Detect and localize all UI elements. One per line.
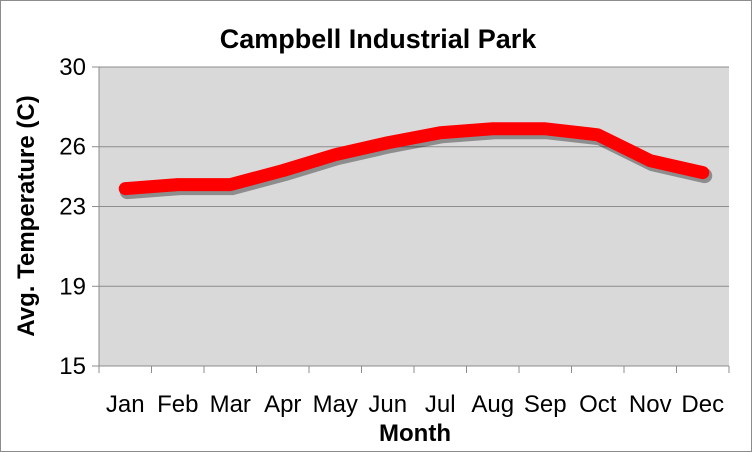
series-line bbox=[118, 122, 710, 196]
x-tick-label: Nov bbox=[629, 391, 672, 418]
y-tick-label: 19 bbox=[59, 273, 86, 300]
x-tick-label: Jan bbox=[106, 391, 145, 418]
plot-area bbox=[99, 67, 729, 366]
x-tick-label: Mar bbox=[210, 391, 251, 418]
x-tick-label: Dec bbox=[681, 391, 724, 418]
x-tick-label: Sep bbox=[524, 391, 567, 418]
x-tick-label: Apr bbox=[264, 391, 301, 418]
y-tick-label: 30 bbox=[59, 54, 86, 81]
y-tick-label: 15 bbox=[59, 353, 86, 380]
chart-title: Campbell Industrial Park bbox=[220, 24, 538, 54]
y-axis-label: Avg. Temperature (C) bbox=[13, 95, 40, 336]
x-tick-label: Feb bbox=[157, 391, 198, 418]
y-tick-label: 23 bbox=[59, 194, 86, 221]
x-tick-label: Jul bbox=[425, 391, 456, 418]
x-tick-label: May bbox=[313, 391, 358, 418]
x-axis-label: Month bbox=[379, 420, 451, 447]
x-tick-label: Aug bbox=[471, 391, 514, 418]
tick-labels: 15 19 23 26 30 Jan Feb Mar Apr May Jun Jul Aug Sep Oct… bbox=[59, 54, 724, 418]
y-tick-label: 26 bbox=[59, 134, 86, 161]
x-tick-label: Jun bbox=[368, 391, 407, 418]
x-tick-label: Oct bbox=[579, 391, 617, 418]
axes bbox=[98, 67, 730, 373]
series-layer bbox=[118, 122, 713, 200]
